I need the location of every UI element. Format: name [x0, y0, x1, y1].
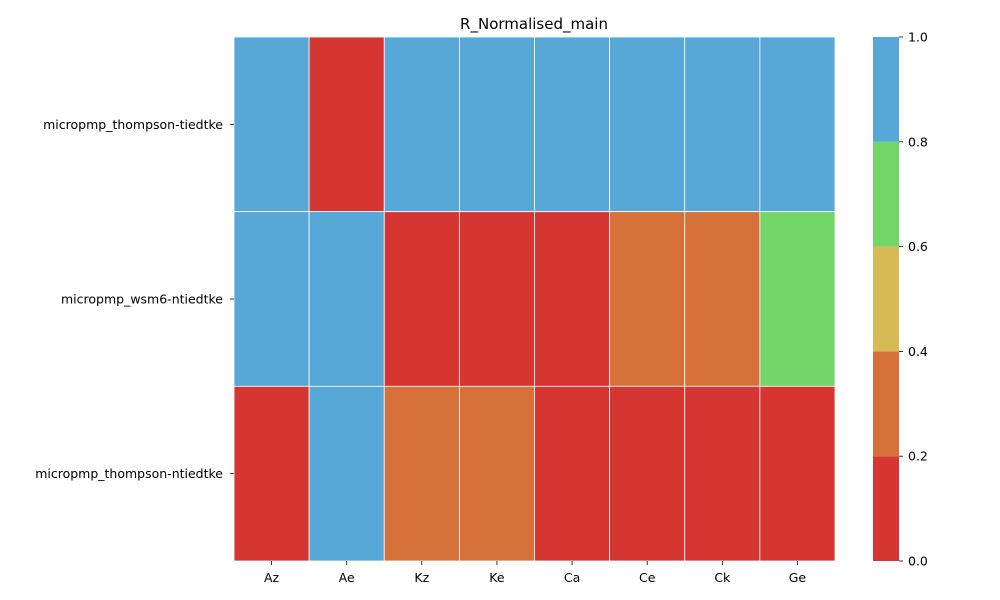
colorbar-tick-label: 0.8: [908, 134, 928, 149]
colorbar-bin: [873, 456, 899, 561]
heatmap-cell: [759, 385, 836, 562]
heatmap-cell: [534, 36, 611, 213]
colorbar-bin: [873, 351, 899, 457]
colorbar-bin: [873, 246, 899, 352]
heatmap-cell: [383, 211, 460, 387]
heatmap-cell: [383, 36, 460, 213]
heatmap-cell: [308, 36, 385, 213]
colorbar-tick-label: 0.4: [908, 344, 928, 359]
heatmap-cell: [534, 211, 611, 387]
heatmap-cell: [609, 211, 686, 387]
colorbar: 0.0 0.2 0.4 0.6 0.8 1.0: [873, 30, 928, 569]
x-tick-label: Ce: [639, 570, 656, 585]
y-tick-label: micropmp_thompson-tiedtke: [43, 117, 223, 132]
x-tick-label: Ck: [714, 570, 731, 585]
y-axis-ticks: micropmp_thompson-tiedtke micropmp_wsm6-n…: [35, 117, 234, 481]
x-tick-label: Ca: [564, 570, 580, 585]
heatmap-cell: [458, 36, 535, 213]
heatmap-cell: [383, 385, 460, 562]
colorbar-bin: [873, 37, 899, 142]
x-tick-label: Az: [264, 570, 280, 585]
heatmap-cell: [684, 385, 761, 562]
heatmap-cell: [759, 36, 836, 213]
y-tick-label: micropmp_wsm6-ntiedtke: [61, 292, 223, 307]
heatmap-cell: [684, 36, 761, 213]
heatmap-cell: [308, 385, 385, 562]
heatmap-cell: [458, 385, 535, 562]
heatmap-cell: [759, 211, 836, 387]
colorbar-bin: [873, 141, 899, 247]
heatmap-cell: [308, 211, 385, 387]
heatmap-cell: [609, 36, 686, 213]
heatmap-cell: [233, 36, 310, 213]
heatmap-cell: [684, 211, 761, 387]
heatmap-cell: [233, 211, 310, 387]
heatmap-cell: [233, 385, 310, 562]
colorbar-tick-label: 0.0: [908, 554, 928, 569]
heatmap-cell: [609, 385, 686, 562]
x-tick-label: Kz: [414, 570, 429, 585]
heatmap-cells: [233, 36, 836, 562]
chart-title: R_Normalised_main: [460, 15, 608, 34]
x-tick-label: Ge: [789, 570, 807, 585]
heatmap-cell: [534, 385, 611, 562]
colorbar-tick-label: 0.6: [908, 239, 928, 254]
x-tick-label: Ke: [489, 570, 505, 585]
colorbar-tick-label: 0.2: [908, 449, 928, 464]
y-tick-label: micropmp_thompson-ntiedtke: [35, 466, 223, 481]
x-tick-label: Ae: [339, 570, 355, 585]
x-axis-ticks: Az Ae Kz Ke Ca Ce Ck Ge: [264, 561, 806, 585]
heatmap-cell: [458, 211, 535, 387]
colorbar-tick-label: 1.0: [908, 30, 928, 45]
